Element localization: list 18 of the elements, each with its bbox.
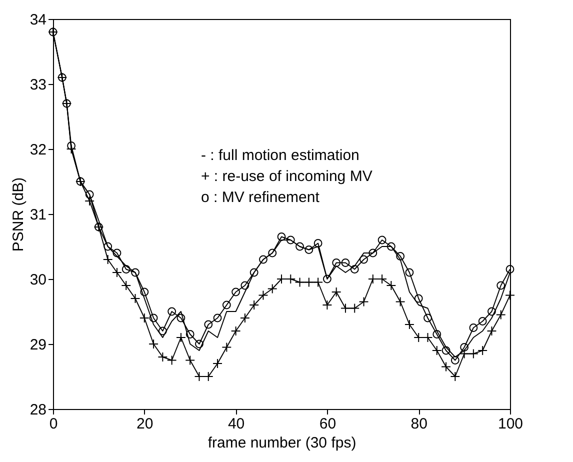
- x-tick-label: 100: [498, 416, 524, 432]
- x-axis-title: frame number (30 fps): [208, 434, 356, 452]
- y-tick-label: 28: [30, 402, 46, 418]
- y-tick-label: 32: [30, 142, 46, 158]
- y-tick-label: 29: [30, 336, 46, 354]
- x-tick-label: 20: [136, 416, 154, 432]
- x-tick-label: 80: [410, 416, 428, 432]
- annotation: + : re-use of incoming MV: [201, 168, 372, 185]
- x-tick-label: 0: [49, 416, 58, 432]
- annotation: o : MV refinement: [201, 189, 320, 206]
- y-tick-label: 31: [30, 206, 46, 224]
- x-tick-label: 60: [319, 416, 336, 432]
- annotation: - : full motion estimation: [201, 147, 360, 164]
- y-tick-label: 34: [30, 12, 46, 28]
- y-tick-label: 30: [30, 272, 46, 288]
- y-tick-label: 33: [30, 76, 46, 94]
- y-axis-title: PSNR (dB): [10, 177, 27, 252]
- x-tick-label: 40: [228, 416, 245, 432]
